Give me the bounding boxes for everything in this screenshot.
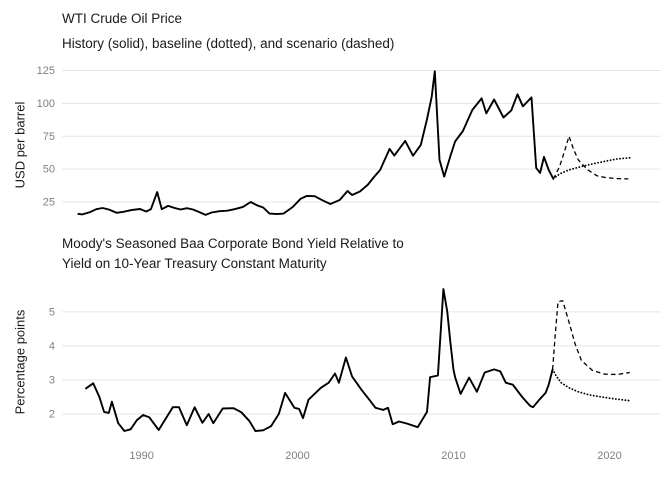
y-tick-label: 50 xyxy=(43,164,55,176)
series-baseline-dotted xyxy=(552,156,631,180)
series-history-solid xyxy=(84,288,554,432)
series-baseline-dotted xyxy=(551,368,631,402)
y-tick-label: 75 xyxy=(43,131,55,143)
series-scenario-dashed xyxy=(552,135,629,180)
series-scenario-dashed xyxy=(551,300,630,376)
y-tick-label: 100 xyxy=(37,98,55,110)
x-tick-label: 1990 xyxy=(129,450,153,462)
x-tick-label: 2000 xyxy=(285,450,309,462)
y-tick-label: 2 xyxy=(49,409,55,421)
x-tick-label: 2010 xyxy=(441,450,465,462)
series-history-solid xyxy=(77,70,555,216)
y-tick-label: 4 xyxy=(49,340,55,352)
y-tick-label: 125 xyxy=(37,65,55,77)
y-tick-label: 5 xyxy=(49,306,55,318)
baa-chart-title-line2: Yield on 10-Year Treasury Constant Matur… xyxy=(62,256,327,271)
baa-chart-title-line1: Moody's Seasoned Baa Corporate Bond Yiel… xyxy=(62,236,404,251)
wti-chart-subtitle: History (solid), baseline (dotted), and … xyxy=(62,36,395,51)
y-tick-label: 3 xyxy=(49,374,55,386)
wti-chart-title: WTI Crude Oil Price xyxy=(62,11,183,26)
y-tick-label: 25 xyxy=(43,197,55,209)
x-tick-label: 2020 xyxy=(597,450,621,462)
